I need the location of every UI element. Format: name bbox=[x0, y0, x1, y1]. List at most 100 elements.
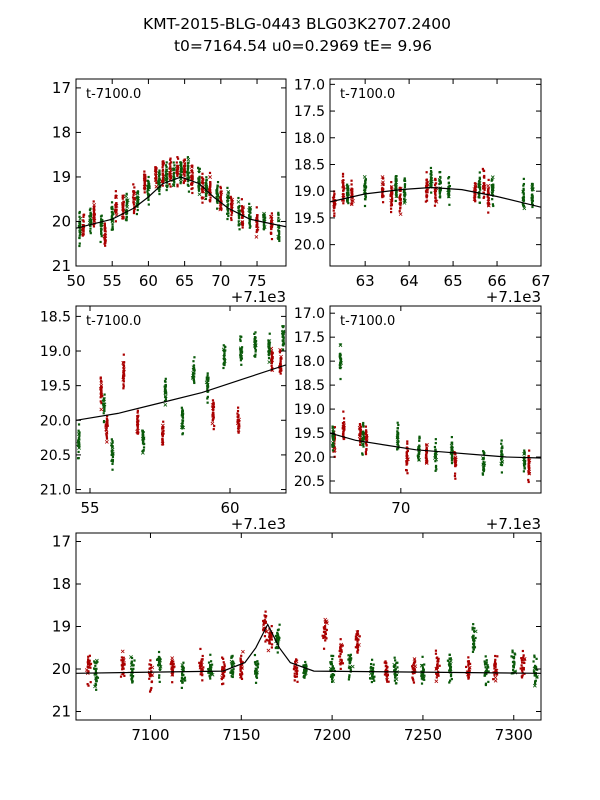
data-point bbox=[531, 196, 534, 199]
data-point bbox=[403, 183, 407, 187]
data-point bbox=[449, 667, 452, 670]
data-point bbox=[278, 226, 281, 229]
data-point bbox=[121, 217, 124, 220]
data-point bbox=[331, 672, 334, 676]
data-point bbox=[111, 453, 114, 456]
data-point bbox=[205, 190, 208, 193]
data-point bbox=[435, 199, 438, 202]
data-point bbox=[158, 178, 161, 182]
data-point bbox=[304, 673, 307, 676]
data-point bbox=[531, 187, 534, 190]
data-point bbox=[255, 221, 258, 224]
data-point bbox=[364, 194, 367, 197]
data-point bbox=[103, 224, 106, 227]
data-point bbox=[282, 325, 285, 328]
data-point bbox=[341, 175, 345, 178]
data-point bbox=[365, 429, 368, 432]
data-point bbox=[136, 425, 139, 429]
data-point bbox=[332, 209, 335, 212]
data-point bbox=[172, 173, 175, 176]
x-tick-label: 7150 bbox=[222, 726, 260, 744]
data-point bbox=[230, 214, 233, 217]
data-point bbox=[481, 472, 484, 475]
data-point bbox=[332, 450, 335, 453]
data-point bbox=[76, 457, 80, 460]
data-point bbox=[219, 198, 222, 202]
data-point bbox=[161, 160, 164, 163]
y-tick-label: 19.5 bbox=[294, 211, 325, 227]
data-point bbox=[522, 188, 525, 191]
data-point-x bbox=[180, 423, 185, 427]
data-point bbox=[240, 221, 244, 224]
data-point bbox=[482, 196, 485, 200]
data-point bbox=[255, 206, 258, 209]
data-point-x bbox=[111, 211, 115, 215]
data-point bbox=[201, 178, 205, 181]
data-point bbox=[158, 169, 161, 172]
data-point bbox=[206, 385, 210, 389]
data-point bbox=[426, 180, 429, 184]
data-point bbox=[343, 437, 346, 440]
data-point bbox=[406, 462, 409, 465]
data-point bbox=[267, 357, 271, 360]
data-point-x bbox=[163, 402, 168, 407]
data-point bbox=[89, 212, 93, 215]
data-point bbox=[521, 674, 524, 677]
data-point bbox=[208, 171, 212, 175]
data-point bbox=[220, 678, 223, 681]
data-point bbox=[221, 666, 224, 669]
data-point bbox=[223, 357, 226, 360]
data-point bbox=[136, 432, 139, 435]
data-point bbox=[121, 195, 124, 198]
data-point bbox=[342, 429, 345, 432]
data-point bbox=[132, 664, 135, 667]
data-point bbox=[161, 438, 164, 441]
data-point bbox=[487, 670, 490, 673]
data-point bbox=[99, 227, 103, 230]
data-point bbox=[100, 218, 103, 221]
data-point bbox=[267, 346, 270, 350]
data-point bbox=[381, 195, 384, 199]
data-point bbox=[348, 655, 352, 658]
data-point bbox=[474, 187, 477, 190]
data-point bbox=[281, 343, 284, 347]
data-point bbox=[420, 682, 424, 685]
data-point-x bbox=[493, 675, 498, 680]
data-point bbox=[190, 183, 194, 186]
y-tick-label: 17 bbox=[52, 533, 71, 551]
data-point bbox=[527, 480, 530, 484]
data-point bbox=[270, 358, 273, 361]
data-point bbox=[215, 190, 218, 194]
data-point bbox=[191, 164, 194, 167]
data-point bbox=[136, 200, 139, 203]
data-point bbox=[226, 207, 229, 211]
data-point bbox=[110, 207, 113, 211]
data-point bbox=[193, 356, 196, 359]
data-point bbox=[180, 672, 184, 675]
data-point bbox=[365, 447, 368, 451]
data-point bbox=[468, 669, 471, 672]
data-point bbox=[411, 677, 415, 680]
data-point bbox=[254, 331, 257, 334]
x-tick-label: 66 bbox=[487, 272, 506, 290]
data-point-x bbox=[394, 194, 399, 199]
y-tick-label: 20.0 bbox=[294, 238, 325, 254]
data-point bbox=[278, 230, 281, 233]
data-point bbox=[92, 210, 95, 213]
data-point bbox=[454, 460, 457, 463]
data-point bbox=[485, 661, 488, 664]
data-point bbox=[220, 193, 223, 196]
data-point bbox=[472, 634, 475, 637]
data-point bbox=[122, 667, 125, 670]
data-point bbox=[162, 179, 165, 182]
data-point bbox=[371, 668, 374, 671]
data-point bbox=[402, 198, 406, 201]
data-point bbox=[493, 673, 496, 676]
data-point bbox=[330, 678, 334, 681]
data-point bbox=[146, 184, 149, 188]
data-point bbox=[425, 171, 428, 174]
data-point bbox=[241, 209, 244, 212]
data-point bbox=[170, 659, 174, 662]
data-point bbox=[342, 424, 345, 427]
data-point bbox=[255, 228, 259, 232]
